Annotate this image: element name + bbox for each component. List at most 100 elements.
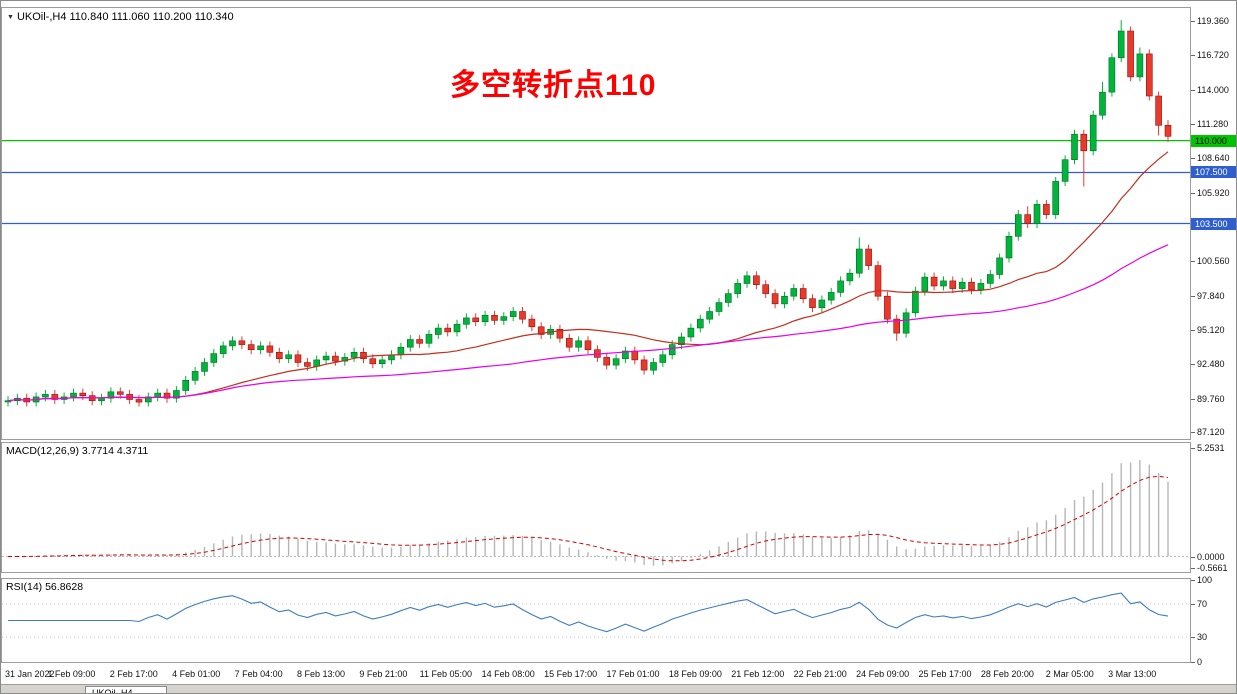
candle xyxy=(378,355,386,369)
candle xyxy=(724,289,732,307)
moving-average-line xyxy=(7,244,1169,402)
candle xyxy=(1089,110,1097,156)
candle xyxy=(968,277,975,295)
price-tick-label: 100.560 xyxy=(1191,255,1230,266)
macd-axis-label: -0.5661 xyxy=(1191,563,1228,574)
candle xyxy=(622,346,629,364)
time-label: 21 Feb 12:00 xyxy=(731,669,785,679)
price-tick-label: 87.120 xyxy=(1191,427,1225,438)
candle xyxy=(388,350,395,365)
macd-axis-label: 5.2531 xyxy=(1191,443,1225,454)
candle xyxy=(229,336,236,351)
rsi-label: RSI(14) 56.8628 xyxy=(6,581,84,593)
candle xyxy=(855,237,863,278)
macd-chart[interactable] xyxy=(2,443,1190,572)
candle xyxy=(238,336,246,350)
price-axis: 110.000 107.500 103.500 119.360 116.720 114.0… xyxy=(1190,1,1236,693)
candle xyxy=(145,392,152,407)
candle xyxy=(70,388,77,402)
price-tick-label: 108.640 xyxy=(1191,152,1230,163)
candle xyxy=(556,324,564,343)
candle xyxy=(154,388,161,402)
candle xyxy=(837,276,844,297)
candle xyxy=(584,336,592,355)
candle xyxy=(500,312,508,325)
candlestick-chart[interactable] xyxy=(2,8,1190,439)
candle xyxy=(247,340,255,355)
candle xyxy=(369,354,377,369)
candle xyxy=(434,323,442,339)
candle xyxy=(98,393,105,406)
candle xyxy=(1024,206,1032,228)
price-tick-label: 105.920 xyxy=(1191,187,1230,198)
candle xyxy=(537,322,545,339)
candle xyxy=(603,352,611,370)
price-tick-label: 95.120 xyxy=(1191,325,1225,336)
candle xyxy=(715,298,723,316)
time-label: 25 Feb 17:00 xyxy=(918,669,972,679)
candle xyxy=(1080,129,1088,187)
candle xyxy=(612,354,620,370)
candle xyxy=(790,284,798,301)
time-label: 24 Feb 09:00 xyxy=(856,669,910,679)
candle xyxy=(201,358,208,376)
candle xyxy=(986,270,994,288)
hline-price-tag: 110.000 xyxy=(1191,134,1236,147)
candle xyxy=(210,349,218,367)
time-label: 2 Mar 05:00 xyxy=(1045,669,1094,679)
candle xyxy=(472,313,480,327)
candle xyxy=(912,286,919,318)
candle xyxy=(519,307,526,324)
candle xyxy=(940,276,947,291)
macd-panel: MACD(12,26,9) 3.7714 4.3711 xyxy=(1,442,1191,573)
candle xyxy=(51,389,59,404)
candle xyxy=(949,276,957,293)
time-label: 4 Feb 01:00 xyxy=(172,669,221,679)
candle xyxy=(341,352,349,366)
candle xyxy=(631,346,639,365)
candle xyxy=(285,350,292,364)
candle xyxy=(294,350,302,367)
candle xyxy=(1033,199,1041,228)
candle xyxy=(687,323,695,342)
candle xyxy=(565,333,573,352)
chart-tabs-bar: UKOil-,H4 xyxy=(1,684,1236,693)
candle xyxy=(463,313,470,329)
rsi-axis-label: 70 xyxy=(1190,598,1208,609)
candle xyxy=(257,341,264,355)
symbol-marker-icon: ▼ xyxy=(7,13,14,21)
time-label: 22 Feb 21:00 xyxy=(793,669,847,679)
price-tick-label: 116.720 xyxy=(1191,49,1229,60)
candle xyxy=(481,310,489,327)
candle xyxy=(322,351,330,365)
candle xyxy=(406,335,414,352)
candle xyxy=(444,323,452,337)
chart-tab-ukoil[interactable]: UKOil-,H4 xyxy=(85,686,167,693)
candle xyxy=(509,307,517,321)
rsi-axis-label: 0 xyxy=(1190,657,1203,667)
candle xyxy=(874,261,882,301)
time-label: 17 Feb 01:00 xyxy=(606,669,660,679)
macd-axis-label: 0.0000 xyxy=(1191,551,1225,562)
rsi-chart[interactable] xyxy=(2,579,1190,662)
candle xyxy=(163,388,171,403)
candle xyxy=(678,332,685,350)
candle xyxy=(650,358,657,375)
time-label: 28 Feb 20:00 xyxy=(980,669,1034,679)
time-label: 11 Feb 05:00 xyxy=(419,669,472,679)
candle xyxy=(575,336,582,352)
candle xyxy=(846,268,854,286)
time-axis: 31 Jan 2022 1 Feb 09:00 2 Feb 17:00 4 Feb 0… xyxy=(1,665,1191,683)
candle xyxy=(219,341,227,358)
candle xyxy=(1099,82,1106,120)
price-tick-label: 92.480 xyxy=(1191,359,1225,370)
legend-text: UKOil-,H4 110.840 111.060 110.200 110.34… xyxy=(16,11,234,23)
candle xyxy=(173,386,180,403)
candle xyxy=(734,279,742,299)
candle xyxy=(135,395,143,407)
candle xyxy=(528,314,536,332)
candle xyxy=(996,253,1003,279)
candle xyxy=(930,272,938,291)
price-tick-label: 97.840 xyxy=(1191,290,1225,301)
candle xyxy=(360,347,367,364)
